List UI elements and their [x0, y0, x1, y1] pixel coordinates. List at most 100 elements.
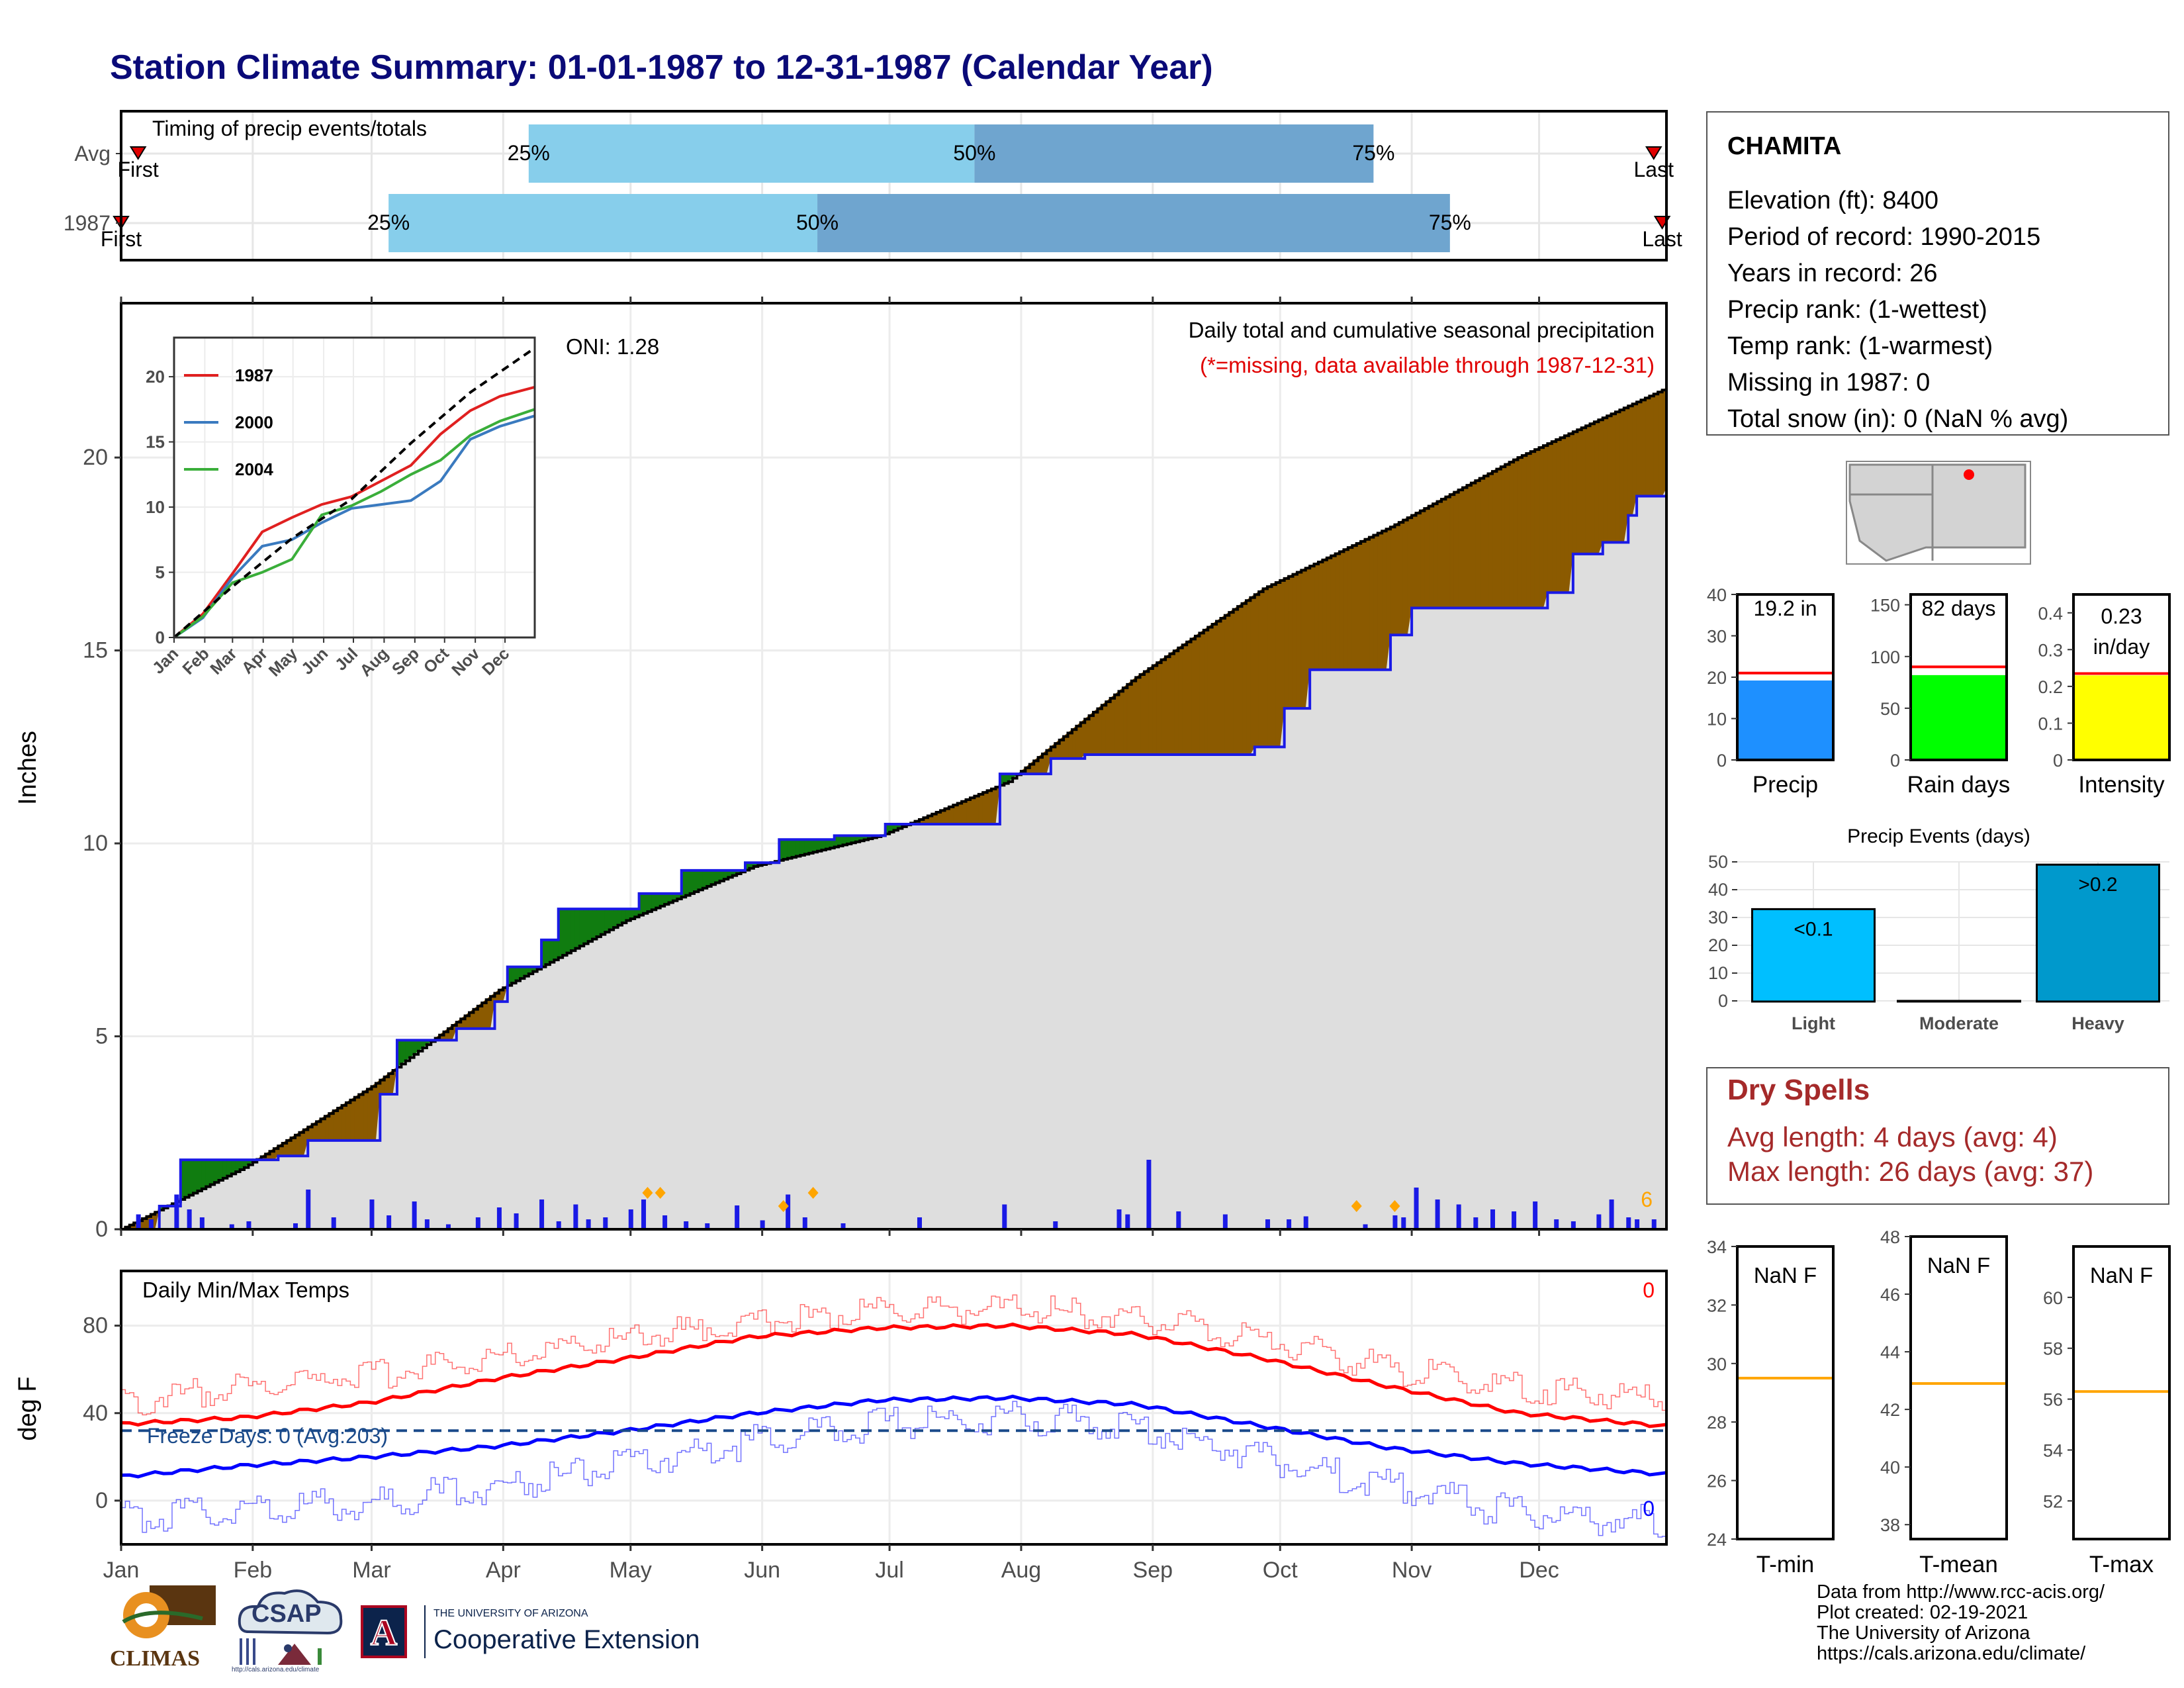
precip-deficit-band	[1161, 656, 1166, 755]
precip-surplus-band	[201, 1159, 206, 1190]
precip-daily-bar	[556, 1221, 561, 1229]
timing-first-label: First	[118, 158, 159, 181]
temp-count-min-label: 0	[1643, 1497, 1655, 1521]
precip-daily-bar	[802, 1217, 807, 1229]
precip-deficit-band	[371, 1082, 377, 1141]
precip-daily-bar	[412, 1201, 417, 1229]
precip-daily-bar	[1116, 1209, 1122, 1229]
precip-missing-marker	[655, 1187, 666, 1199]
precip-deficit-band	[1356, 541, 1361, 671]
timing-q75-label: 75%	[1429, 211, 1471, 234]
ua-logo-letter: A	[370, 1612, 398, 1654]
precip-deficit-band	[982, 790, 988, 825]
temp-xtick-label: Sep	[1133, 1558, 1173, 1583]
station-years: Years in record: 26	[1727, 259, 1938, 287]
station-elevation: Elevation (ft): 8400	[1727, 187, 1938, 214]
temp-daily-max-line	[121, 1294, 1667, 1416]
precip-daily-bar	[1392, 1215, 1398, 1229]
precip-daily-bar	[1596, 1214, 1602, 1229]
precip-deficit-band	[1300, 567, 1306, 709]
precip-deficit-band	[1351, 543, 1357, 671]
precip-deficit-band	[1373, 532, 1379, 671]
precip-missing-count: 6	[1641, 1188, 1653, 1211]
precip-deficit-band	[1309, 563, 1315, 671]
precip-daily-bar	[1414, 1188, 1419, 1229]
temp-summary-ytick-label: 44	[1880, 1342, 1900, 1362]
precip-surplus-band	[193, 1159, 198, 1194]
precip-surplus-band	[799, 839, 805, 856]
precip-ytick-label: 0	[95, 1217, 108, 1242]
precip-title: Daily total and cumulative seasonal prec…	[1189, 318, 1655, 342]
precip-deficit-band	[1522, 453, 1527, 609]
precip-surplus-band	[592, 908, 597, 940]
precip-daily-bar	[229, 1224, 234, 1229]
precip-ytick-label: 20	[83, 445, 108, 470]
precip-daily-bar	[1651, 1219, 1657, 1229]
precip-deficit-band	[1560, 435, 1565, 593]
precip-deficit-band	[987, 788, 992, 825]
timing-row-label: Avg	[74, 142, 111, 165]
precip-deficit-band	[1509, 459, 1514, 609]
precip-plot-frame	[120, 302, 1668, 1231]
precip-deficit-band	[1233, 606, 1238, 755]
precip-cumulative-area	[121, 488, 1666, 1229]
precip-deficit-band	[1594, 419, 1599, 555]
temp-summary-panel-label: T-max	[2089, 1552, 2154, 1577]
timing-bar-late	[817, 194, 1450, 252]
precip-deficit-band	[1581, 425, 1586, 555]
precip-deficit-band	[1191, 635, 1196, 755]
precip-deficit-band	[1551, 439, 1557, 593]
precip-daily-bar	[136, 1214, 141, 1229]
precip-deficit-band	[1402, 517, 1408, 635]
precip-deficit-band	[1585, 423, 1591, 555]
precip-avg-cumulative-line	[121, 388, 1668, 1231]
annual-value-label: 82 days	[1921, 596, 1995, 620]
temp-freeze-label: Freeze Days: 0 (Avg:203)	[147, 1424, 388, 1448]
annual-bar-1	[1911, 675, 2007, 760]
station-missing: Missing in 1987: 0	[1727, 369, 1931, 397]
precip-deficit-band	[1258, 588, 1264, 747]
annual-panel-label: Precip	[1752, 772, 1818, 798]
inset-plot-frame	[173, 336, 536, 639]
events-ytick-label: 20	[1708, 935, 1728, 955]
temp-summary-ytick-label: 30	[1707, 1354, 1727, 1374]
annual-value-label: 0.23	[2101, 604, 2142, 628]
events-ytick-label: 50	[1708, 852, 1728, 872]
precip-deficit-band	[1437, 498, 1442, 609]
precip-daily-bar	[684, 1221, 689, 1229]
temp-ytick-label: 80	[83, 1313, 108, 1338]
precip-daily-bar	[199, 1217, 205, 1229]
temp-ylabel: deg F	[14, 1376, 42, 1440]
precip-deficit-band	[1416, 510, 1421, 609]
precip-deficit-band	[1207, 624, 1213, 755]
precip-deficit-band	[1165, 653, 1170, 755]
temp-summary-frame-2	[2072, 1245, 2171, 1540]
events-title: Precip Events (days)	[1847, 825, 2030, 847]
precip-daily-bar	[1363, 1224, 1368, 1229]
precip-deficit-band	[354, 1094, 359, 1141]
ua-cooperative-extension-logo: A THE UNIVERSITY OF ARIZONA Cooperative …	[361, 1605, 745, 1671]
precip-daily-bar	[514, 1213, 519, 1229]
precip-deficit-band	[1339, 549, 1344, 671]
precip-deficit-band	[1394, 522, 1400, 635]
csap-logo: CSAP http://cals.arizona.edu/climate	[232, 1585, 351, 1675]
precip-deficit-band	[1488, 471, 1493, 609]
precip-deficit-band	[1292, 571, 1298, 709]
precip-surplus-band	[545, 939, 551, 965]
precip-deficit-band	[1144, 668, 1149, 755]
precip-deficit-band	[1177, 644, 1183, 755]
precip-deficit-band	[1547, 441, 1553, 593]
temp-xtick-label: Feb	[234, 1558, 273, 1583]
precip-surplus-band	[570, 908, 576, 951]
precip-deficit-band	[1335, 551, 1340, 671]
credits: Data from http://www.rcc-acis.org/ Plot …	[1817, 1582, 2105, 1664]
precip-deficit-band	[1504, 461, 1510, 609]
precip-deficit-band	[1263, 586, 1268, 747]
station-temp-rank: Temp rank: (1-warmest)	[1727, 332, 1993, 360]
precip-deficit-band	[1590, 421, 1595, 555]
precip-deficit-band	[1517, 455, 1523, 609]
precip-deficit-band	[1347, 545, 1353, 671]
events-ytick-label: 10	[1708, 963, 1728, 983]
timing-q25-label: 25%	[367, 211, 410, 234]
annual-ytick-label: 100	[1870, 647, 1900, 667]
